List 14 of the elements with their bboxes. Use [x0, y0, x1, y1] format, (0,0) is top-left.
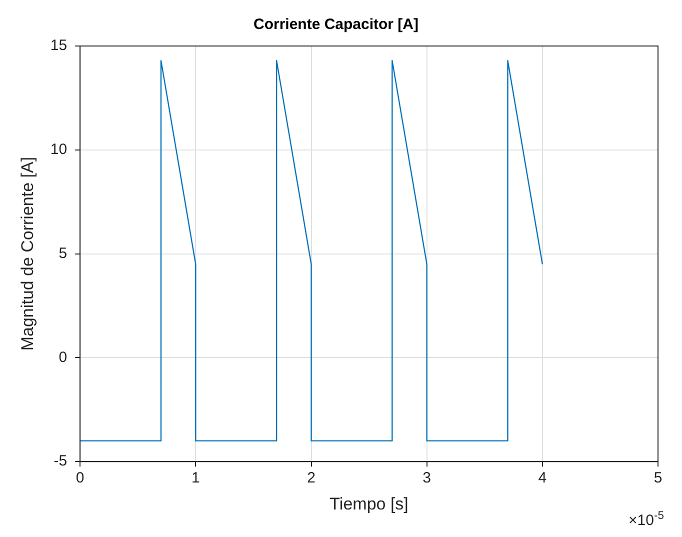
chart-title: Corriente Capacitor [A] — [253, 16, 419, 34]
x-tick-label: 1 — [191, 470, 200, 487]
y-axis-title: Magnitud de Corriente [A] — [18, 156, 37, 351]
y-tick-label: 5 — [58, 244, 68, 262]
y-tick-label: 10 — [50, 141, 68, 158]
x-tick-label: 2 — [307, 470, 316, 487]
x-tick-label: 5 — [654, 470, 662, 487]
x-axis-title: Tiempo [s] — [330, 494, 408, 514]
x-tick-label: 4 — [538, 470, 547, 487]
y-tick-label: -5 — [54, 452, 68, 470]
x-tick-label: 3 — [422, 470, 432, 487]
x-tick-label: 0 — [76, 470, 84, 487]
y-tick-label: 15 — [50, 37, 68, 54]
y-tick-label: 0 — [58, 348, 68, 366]
